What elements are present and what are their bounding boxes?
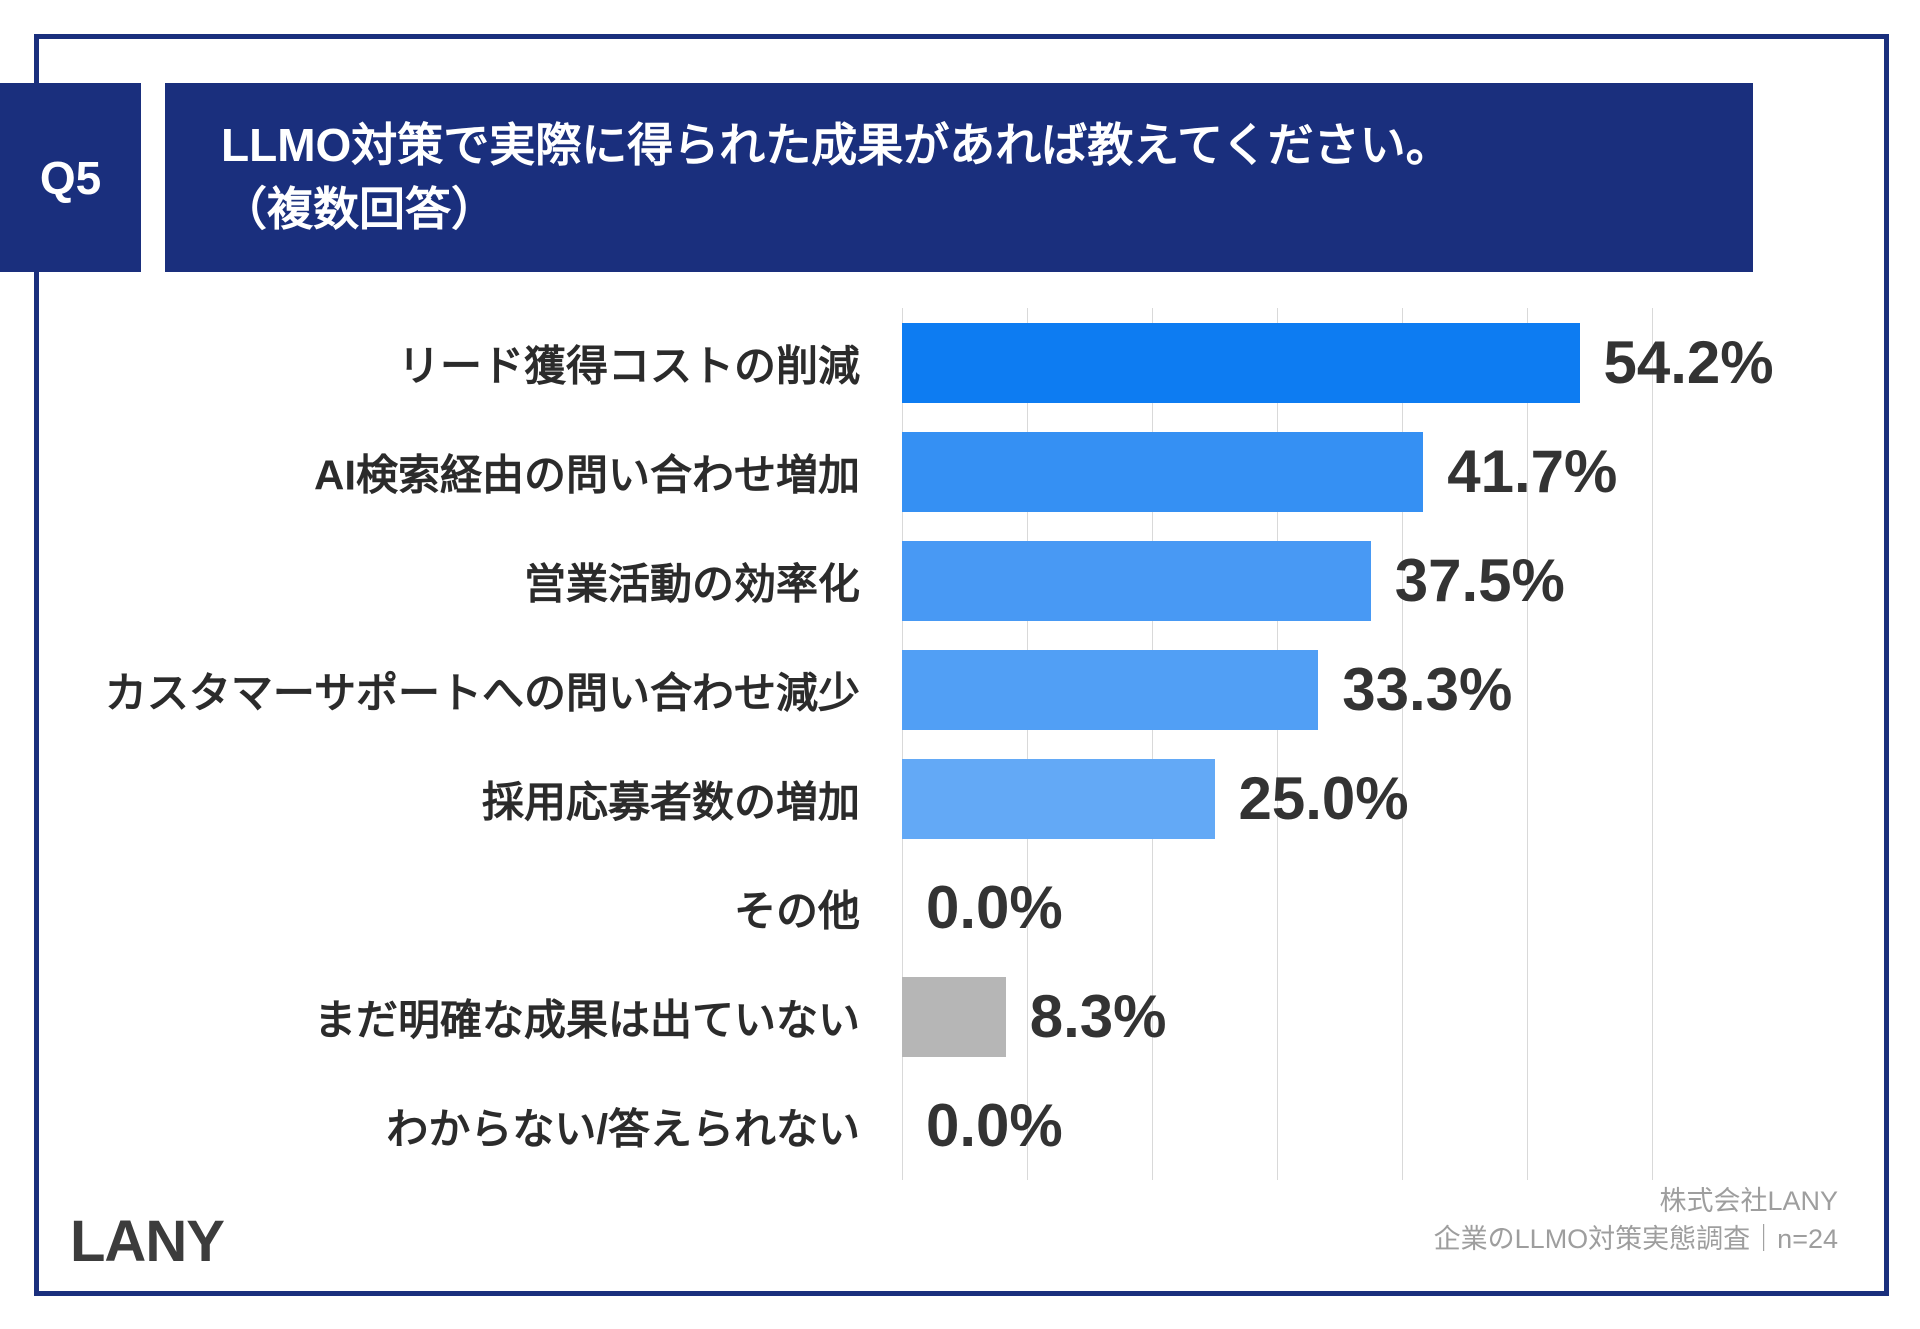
bar	[902, 322, 1580, 403]
bar-group: 0.0%	[902, 1086, 1063, 1166]
bar-group: 25.0%	[902, 758, 1409, 839]
gridline-0%	[902, 308, 903, 1180]
category-label: AI検索経由の問い合わせ増加	[313, 451, 860, 498]
bar-group: 41.7%	[902, 431, 1618, 512]
bar-group: 33.3%	[902, 649, 1513, 730]
title-line-2: （複数回答）	[221, 182, 497, 235]
bar-group: 8.3%	[902, 976, 1167, 1057]
chart-row: まだ明確な成果は出ていない 8.3%	[0, 962, 1800, 1071]
chart-row: リード獲得コストの削減 54.2%	[0, 308, 1800, 417]
bar	[902, 540, 1371, 621]
chart-row: カスタマーサポートへの問い合わせ減少 33.3%	[0, 635, 1800, 744]
category-label: まだ明確な成果は出ていない	[313, 996, 860, 1043]
gridline-10%	[1027, 308, 1028, 1180]
category-label: カスタマーサポートへの問い合わせ減少	[104, 669, 860, 716]
chart-row: 採用応募者数の増加 25.0%	[0, 744, 1800, 853]
category-label: リード獲得コストの削減	[397, 342, 860, 389]
value-label: 33.3%	[1342, 656, 1513, 723]
chart-row: わからない/答えられない 0.0%	[0, 1071, 1800, 1180]
bar	[902, 431, 1424, 512]
source-survey: 企業のLLMO対策実態調査｜n=24	[1433, 1224, 1838, 1254]
value-label: 54.2%	[1603, 329, 1774, 396]
value-label: 37.5%	[1394, 547, 1565, 614]
bar	[902, 649, 1319, 730]
value-label: 25.0%	[1238, 765, 1409, 832]
category-label: その他	[733, 887, 860, 934]
value-label: 8.3%	[1029, 983, 1167, 1050]
gridline-30%	[1277, 308, 1278, 1180]
bar-group: 37.5%	[902, 540, 1565, 621]
category-label: 営業活動の効率化	[523, 560, 860, 607]
question-badge-label: Q5	[39, 151, 102, 204]
gridline-20%	[1152, 308, 1153, 1180]
category-label: わからない/答えられない	[386, 1105, 860, 1152]
bar-group: 0.0%	[902, 868, 1063, 948]
bar-chart: リード獲得コストの削減 54.2% AI検索経由の問い合わせ増加 41.7% 営業活動の…	[0, 308, 1800, 1180]
gridline-50%	[1527, 308, 1528, 1180]
bar	[902, 758, 1215, 839]
source-company: 株式会社LANY	[1659, 1186, 1838, 1216]
value-label: 41.7%	[1447, 438, 1618, 505]
gridline-60%	[1652, 308, 1653, 1180]
title-bar: LLMO対策で実際に得られた成果があれば教えてください。 （複数回答）	[165, 83, 1753, 272]
chart-gridlines	[902, 308, 1653, 1180]
value-label: 0.0%	[926, 874, 1063, 941]
gridline-40%	[1402, 308, 1403, 1180]
question-badge: Q5	[0, 83, 141, 272]
chart-row: その他 0.0%	[0, 853, 1800, 962]
category-label: 採用応募者数の増加	[481, 778, 860, 825]
bar	[902, 976, 1006, 1057]
value-label: 0.0%	[926, 1092, 1063, 1159]
title-line-1: LLMO対策で実際に得られた成果があれば教えてください。	[221, 119, 1452, 172]
chart-row: 営業活動の効率化 37.5%	[0, 526, 1800, 635]
source-note: 株式会社LANY 企業のLLMO対策実態調査｜n=24	[1434, 1182, 1838, 1258]
bar-group: 54.2%	[902, 322, 1774, 403]
lany-logo: LANY	[70, 1209, 225, 1274]
chart-row: AI検索経由の問い合わせ増加 41.7%	[0, 417, 1800, 526]
